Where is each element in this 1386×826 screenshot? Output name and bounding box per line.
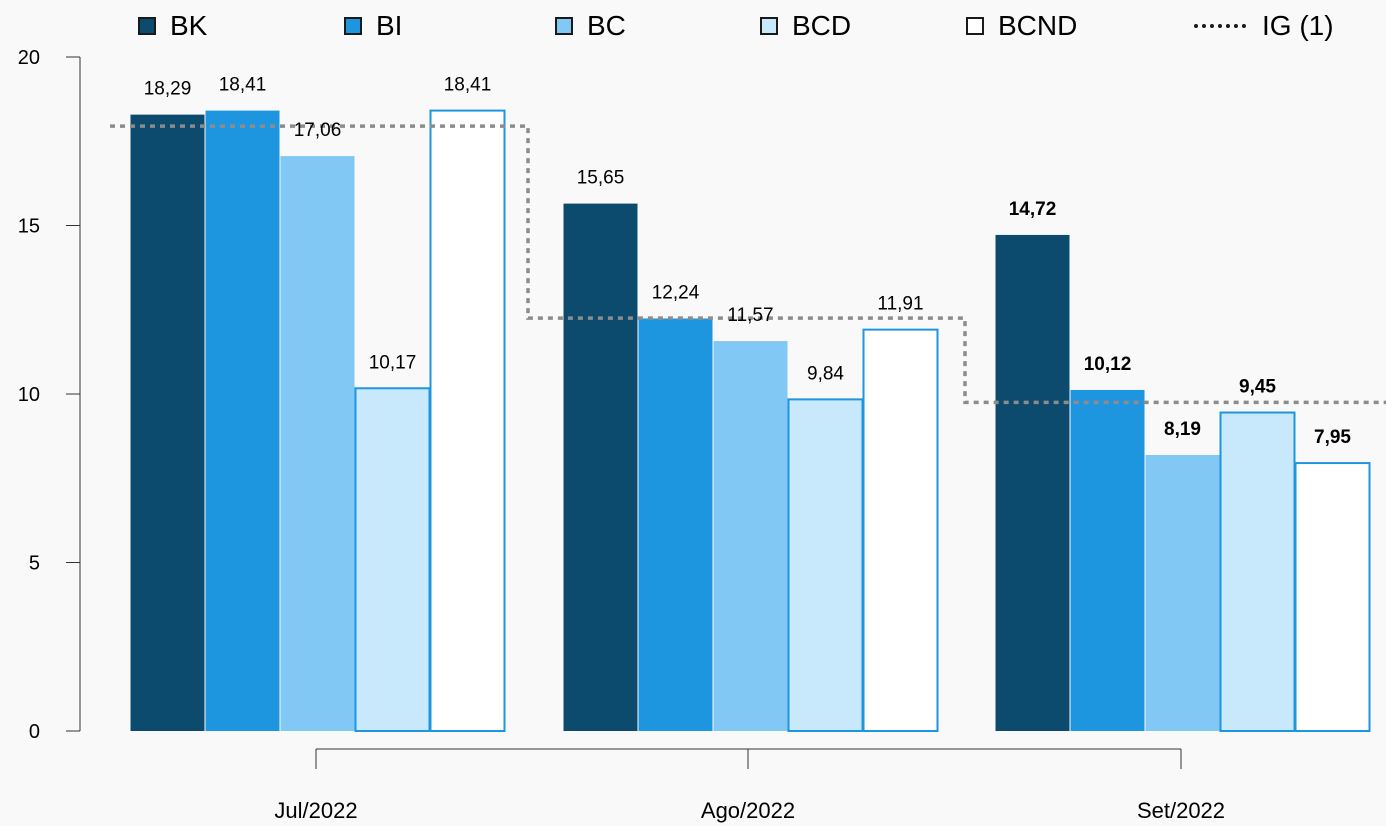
data-label-bk-2: 14,72 (1009, 199, 1057, 220)
data-label-bc-0: 17,06 (294, 120, 342, 141)
data-label-bcd-2: 9,45 (1239, 377, 1276, 398)
bar-bk-1 (564, 204, 638, 731)
bar-bcd-0 (356, 388, 430, 731)
data-label-bcd-0: 10,17 (369, 352, 417, 373)
y-tick-label: 0 (29, 721, 40, 743)
x-category-label: Jul/2022 (274, 798, 357, 823)
data-label-bc-1: 11,57 (727, 305, 773, 326)
bar-bi-2 (1071, 390, 1145, 731)
bar-bk-0 (131, 115, 205, 731)
bar-bc-1 (714, 341, 788, 731)
bar-bcnd-0 (431, 111, 505, 731)
bar-bcd-1 (789, 399, 863, 731)
data-label-bk-1: 15,65 (577, 168, 625, 189)
y-tick-label: 10 (18, 384, 40, 406)
data-label-bcd-1: 9,84 (807, 363, 844, 384)
bar-bc-0 (281, 156, 355, 731)
data-label-bi-2: 10,12 (1084, 354, 1132, 375)
bar-bi-1 (639, 319, 713, 731)
data-label-bc-2: 8,19 (1164, 419, 1201, 440)
y-tick-label: 20 (18, 47, 40, 69)
y-tick-label: 15 (18, 216, 40, 238)
data-label-bcnd-2: 7,95 (1314, 427, 1351, 448)
bar-bc-2 (1146, 455, 1220, 731)
bar-bcd-2 (1221, 413, 1295, 731)
data-label-bi-1: 12,24 (652, 283, 700, 304)
data-label-bi-0: 18,41 (219, 75, 267, 96)
x-category-label: Ago/2022 (701, 798, 795, 823)
bar-bk-2 (996, 235, 1070, 731)
data-label-bcnd-1: 11,91 (877, 294, 923, 315)
bar-bi-0 (206, 111, 280, 731)
bar-bcnd-2 (1296, 463, 1370, 731)
data-label-bcnd-0: 18,41 (444, 75, 492, 96)
data-label-bk-0: 18,29 (144, 79, 192, 100)
y-tick-label: 5 (29, 553, 40, 575)
x-category-label: Set/2022 (1137, 798, 1225, 823)
bar-bcnd-1 (864, 330, 938, 731)
